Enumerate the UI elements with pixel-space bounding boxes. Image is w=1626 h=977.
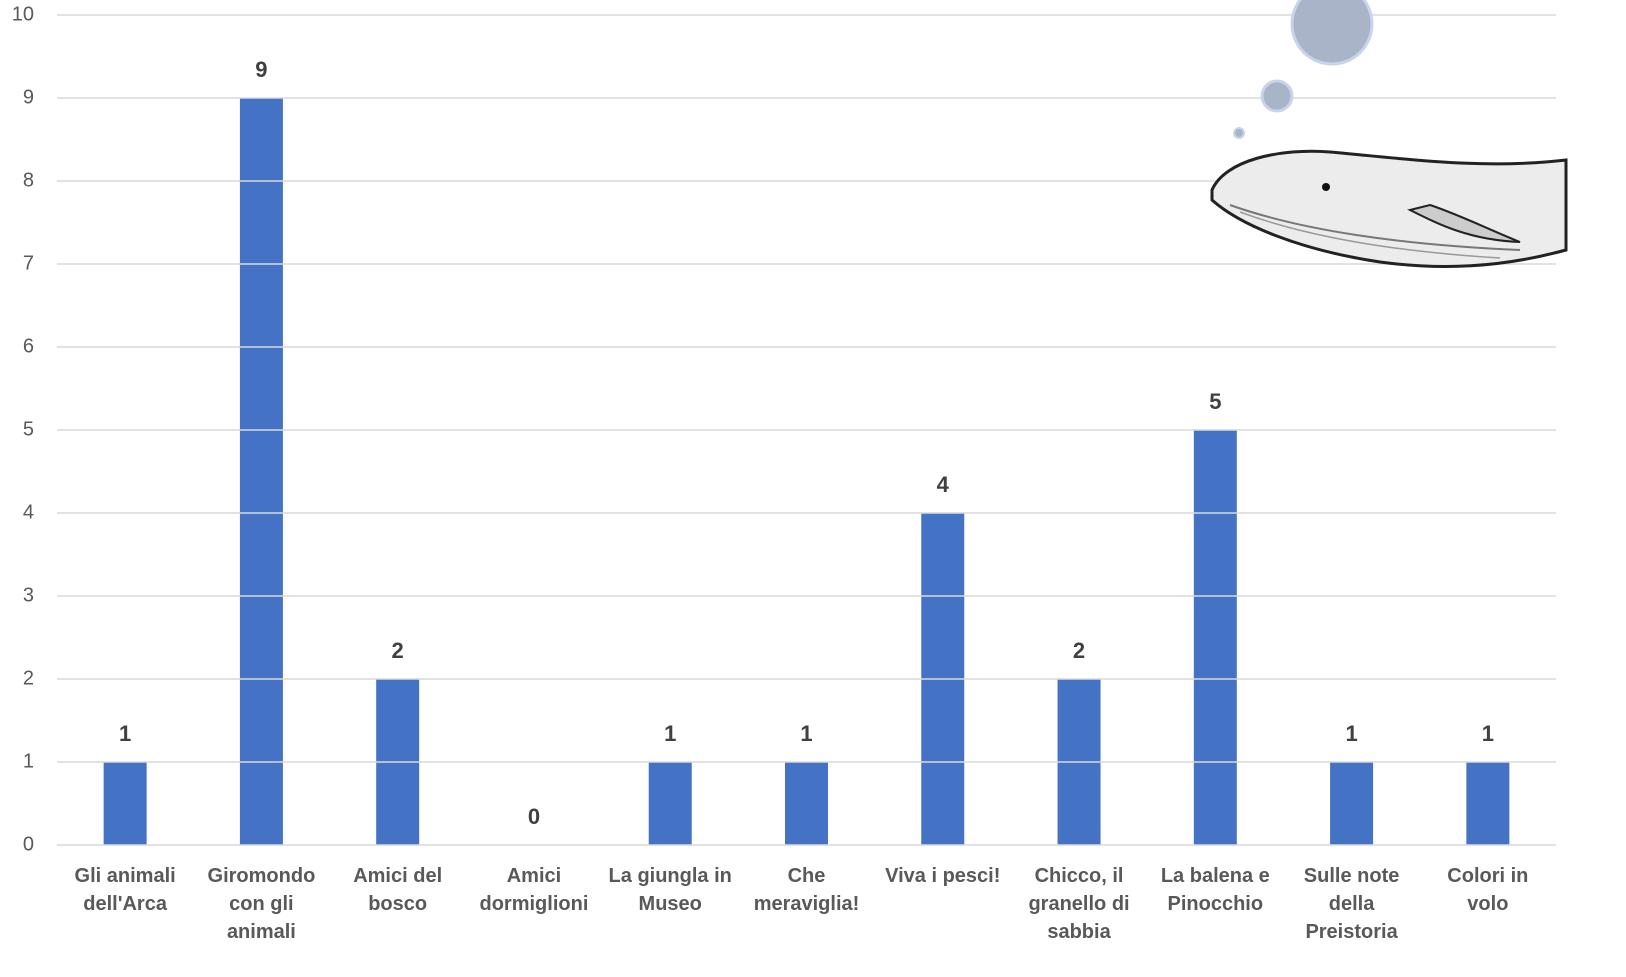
data-label: 2 bbox=[392, 638, 404, 663]
y-tick-label: 0 bbox=[23, 833, 34, 855]
bar bbox=[785, 762, 828, 845]
y-tick-label: 6 bbox=[23, 335, 34, 357]
x-tick-label: Gli animali dell'Arca bbox=[74, 865, 176, 915]
y-tick-label: 7 bbox=[23, 252, 34, 274]
data-label: 1 bbox=[1482, 721, 1494, 746]
y-tick-label: 1 bbox=[23, 750, 34, 772]
data-label: 1 bbox=[1345, 721, 1357, 746]
y-tick-label: 8 bbox=[23, 169, 34, 191]
x-tick-label: La balena e Pinocchio bbox=[1160, 865, 1270, 915]
x-tick-label: Viva i pesci! bbox=[885, 865, 1001, 887]
data-label: 2 bbox=[1073, 638, 1085, 663]
x-tick-label: Chicco, il granello di sabbia bbox=[1028, 865, 1130, 943]
y-tick-label: 5 bbox=[23, 418, 34, 440]
y-tick-label: 9 bbox=[23, 86, 34, 108]
x-tick-label: Amici dormiglioni bbox=[479, 865, 589, 915]
data-label: 1 bbox=[664, 721, 676, 746]
x-tick-label: Che meraviglia! bbox=[753, 865, 860, 915]
data-label: 4 bbox=[937, 472, 950, 497]
y-tick-label: 2 bbox=[23, 667, 34, 689]
y-tick-label: 10 bbox=[12, 3, 34, 25]
x-tick-label: La giungla in Museo bbox=[608, 865, 732, 915]
bar bbox=[648, 762, 692, 845]
x-tick-label: Amici del bosco bbox=[353, 865, 443, 915]
data-label: 0 bbox=[528, 804, 540, 829]
x-tick-label: Colori in volo bbox=[1447, 865, 1529, 915]
data-label: 1 bbox=[119, 721, 131, 746]
x-tick-label: Giromondo con gli animali bbox=[207, 865, 316, 943]
bar bbox=[1466, 762, 1510, 845]
y-tick-label: 3 bbox=[23, 584, 34, 606]
bar bbox=[1330, 762, 1374, 845]
y-tick-label: 4 bbox=[23, 501, 34, 523]
bar bbox=[239, 98, 283, 845]
bar bbox=[103, 762, 147, 845]
data-label: 1 bbox=[800, 721, 812, 746]
x-tick-label: Sulle note della Preistoria bbox=[1303, 865, 1400, 943]
data-label: 9 bbox=[255, 57, 267, 82]
bar bbox=[1193, 430, 1237, 845]
data-label: 5 bbox=[1209, 389, 1221, 414]
whale-illustration bbox=[1210, 0, 1568, 268]
